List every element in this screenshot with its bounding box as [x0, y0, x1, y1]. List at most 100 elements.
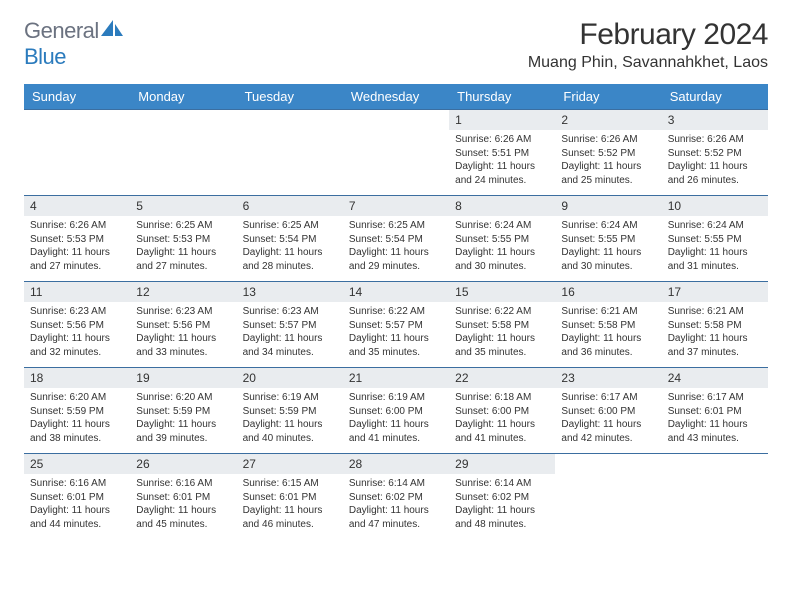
- sunset-text: Sunset: 5:58 PM: [668, 319, 762, 333]
- day-number: 28: [343, 454, 449, 474]
- sunrise-text: Sunrise: 6:22 AM: [349, 305, 443, 319]
- day-number: 24: [662, 368, 768, 388]
- sunrise-text: Sunrise: 6:23 AM: [243, 305, 337, 319]
- day2-text: and 39 minutes.: [136, 432, 230, 446]
- calendar-cell: 1Sunrise: 6:26 AMSunset: 5:51 PMDaylight…: [449, 109, 555, 195]
- brand-part2: Blue: [24, 44, 66, 69]
- day1-text: Daylight: 11 hours: [668, 246, 762, 260]
- day-number: 25: [24, 454, 130, 474]
- sunrise-text: Sunrise: 6:15 AM: [243, 477, 337, 491]
- calendar-cell: [343, 109, 449, 195]
- calendar-cell: 17Sunrise: 6:21 AMSunset: 5:58 PMDayligh…: [662, 281, 768, 367]
- sunset-text: Sunset: 5:53 PM: [136, 233, 230, 247]
- day2-text: and 24 minutes.: [455, 174, 549, 188]
- calendar-cell: 19Sunrise: 6:20 AMSunset: 5:59 PMDayligh…: [130, 367, 236, 453]
- sunset-text: Sunset: 6:01 PM: [30, 491, 124, 505]
- calendar-grid: 1Sunrise: 6:26 AMSunset: 5:51 PMDaylight…: [24, 109, 768, 539]
- day1-text: Daylight: 11 hours: [561, 332, 655, 346]
- calendar-cell: 25Sunrise: 6:16 AMSunset: 6:01 PMDayligh…: [24, 453, 130, 539]
- page-header: General Blue February 2024 Muang Phin, S…: [24, 18, 768, 72]
- day1-text: Daylight: 11 hours: [455, 160, 549, 174]
- day1-text: Daylight: 11 hours: [243, 246, 337, 260]
- sunrise-text: Sunrise: 6:16 AM: [30, 477, 124, 491]
- day2-text: and 30 minutes.: [455, 260, 549, 274]
- day2-text: and 40 minutes.: [243, 432, 337, 446]
- day2-text: and 34 minutes.: [243, 346, 337, 360]
- day1-text: Daylight: 11 hours: [455, 246, 549, 260]
- calendar-cell: 12Sunrise: 6:23 AMSunset: 5:56 PMDayligh…: [130, 281, 236, 367]
- sunrise-text: Sunrise: 6:17 AM: [668, 391, 762, 405]
- sunset-text: Sunset: 6:01 PM: [668, 405, 762, 419]
- day1-text: Daylight: 11 hours: [455, 418, 549, 432]
- day-number: 5: [130, 196, 236, 216]
- calendar-cell: 22Sunrise: 6:18 AMSunset: 6:00 PMDayligh…: [449, 367, 555, 453]
- day1-text: Daylight: 11 hours: [455, 504, 549, 518]
- day-number: 6: [237, 196, 343, 216]
- sunrise-text: Sunrise: 6:24 AM: [561, 219, 655, 233]
- sunset-text: Sunset: 6:01 PM: [136, 491, 230, 505]
- sunrise-text: Sunrise: 6:22 AM: [455, 305, 549, 319]
- day2-text: and 32 minutes.: [30, 346, 124, 360]
- day2-text: and 46 minutes.: [243, 518, 337, 532]
- sunset-text: Sunset: 5:59 PM: [243, 405, 337, 419]
- day-number: 3: [662, 110, 768, 130]
- calendar-cell: 4Sunrise: 6:26 AMSunset: 5:53 PMDaylight…: [24, 195, 130, 281]
- day-number: 19: [130, 368, 236, 388]
- day1-text: Daylight: 11 hours: [243, 418, 337, 432]
- day2-text: and 30 minutes.: [561, 260, 655, 274]
- day1-text: Daylight: 11 hours: [349, 246, 443, 260]
- weekday-label: Saturday: [662, 84, 768, 109]
- sunrise-text: Sunrise: 6:19 AM: [243, 391, 337, 405]
- day-number: 14: [343, 282, 449, 302]
- sunrise-text: Sunrise: 6:24 AM: [668, 219, 762, 233]
- calendar-cell: 7Sunrise: 6:25 AMSunset: 5:54 PMDaylight…: [343, 195, 449, 281]
- calendar-cell: 16 Sunrise: 6:21 AMSunset: 5:58 PMDayligh…: [555, 281, 661, 367]
- sunset-text: Sunset: 6:00 PM: [455, 405, 549, 419]
- calendar-cell: 28Sunrise: 6:14 AMSunset: 6:02 PMDayligh…: [343, 453, 449, 539]
- day2-text: and 33 minutes.: [136, 346, 230, 360]
- day1-text: Daylight: 11 hours: [349, 504, 443, 518]
- day1-text: Daylight: 11 hours: [136, 246, 230, 260]
- day-number: 10: [662, 196, 768, 216]
- day-number: 17: [662, 282, 768, 302]
- day1-text: Daylight: 11 hours: [243, 504, 337, 518]
- sunset-text: Sunset: 6:01 PM: [243, 491, 337, 505]
- sunrise-text: Sunrise: 6:20 AM: [30, 391, 124, 405]
- sunrise-text: Sunrise: 6:16 AM: [136, 477, 230, 491]
- day1-text: Daylight: 11 hours: [136, 418, 230, 432]
- brand-part1: General: [24, 18, 99, 43]
- day2-text: and 29 minutes.: [349, 260, 443, 274]
- sunrise-text: Sunrise: 6:17 AM: [561, 391, 655, 405]
- day2-text: and 42 minutes.: [561, 432, 655, 446]
- day1-text: Daylight: 11 hours: [136, 504, 230, 518]
- calendar-cell: [24, 109, 130, 195]
- calendar-cell: [662, 453, 768, 539]
- weekday-label: Monday: [130, 84, 236, 109]
- calendar-cell: 13Sunrise: 6:23 AMSunset: 5:57 PMDayligh…: [237, 281, 343, 367]
- day1-text: Daylight: 11 hours: [668, 332, 762, 346]
- weekday-label: Friday: [555, 84, 661, 109]
- sunrise-text: Sunrise: 6:21 AM: [561, 305, 655, 319]
- day1-text: Daylight: 11 hours: [561, 418, 655, 432]
- sunrise-text: Sunrise: 6:25 AM: [136, 219, 230, 233]
- month-title: February 2024: [528, 18, 768, 52]
- calendar-cell: 27Sunrise: 6:15 AMSunset: 6:01 PMDayligh…: [237, 453, 343, 539]
- day2-text: and 31 minutes.: [668, 260, 762, 274]
- day1-text: Daylight: 11 hours: [561, 246, 655, 260]
- day1-text: Daylight: 11 hours: [561, 160, 655, 174]
- calendar-cell: 24Sunrise: 6:17 AMSunset: 6:01 PMDayligh…: [662, 367, 768, 453]
- sunset-text: Sunset: 5:58 PM: [561, 319, 655, 333]
- calendar-cell: 29Sunrise: 6:14 AMSunset: 6:02 PMDayligh…: [449, 453, 555, 539]
- sunrise-text: Sunrise: 6:18 AM: [455, 391, 549, 405]
- sunrise-text: Sunrise: 6:23 AM: [136, 305, 230, 319]
- day2-text: and 45 minutes.: [136, 518, 230, 532]
- calendar-cell: 5 Sunrise: 6:25 AMSunset: 5:53 PMDaylight…: [130, 195, 236, 281]
- day-number: 29: [449, 454, 555, 474]
- calendar-cell: 14Sunrise: 6:22 AMSunset: 5:57 PMDayligh…: [343, 281, 449, 367]
- calendar-cell: 18Sunrise: 6:20 AMSunset: 5:59 PMDayligh…: [24, 367, 130, 453]
- day-number: 20: [237, 368, 343, 388]
- sunrise-text: Sunrise: 6:26 AM: [30, 219, 124, 233]
- day-number: 8: [449, 196, 555, 216]
- day2-text: and 35 minutes.: [349, 346, 443, 360]
- day-number: 16: [555, 282, 661, 302]
